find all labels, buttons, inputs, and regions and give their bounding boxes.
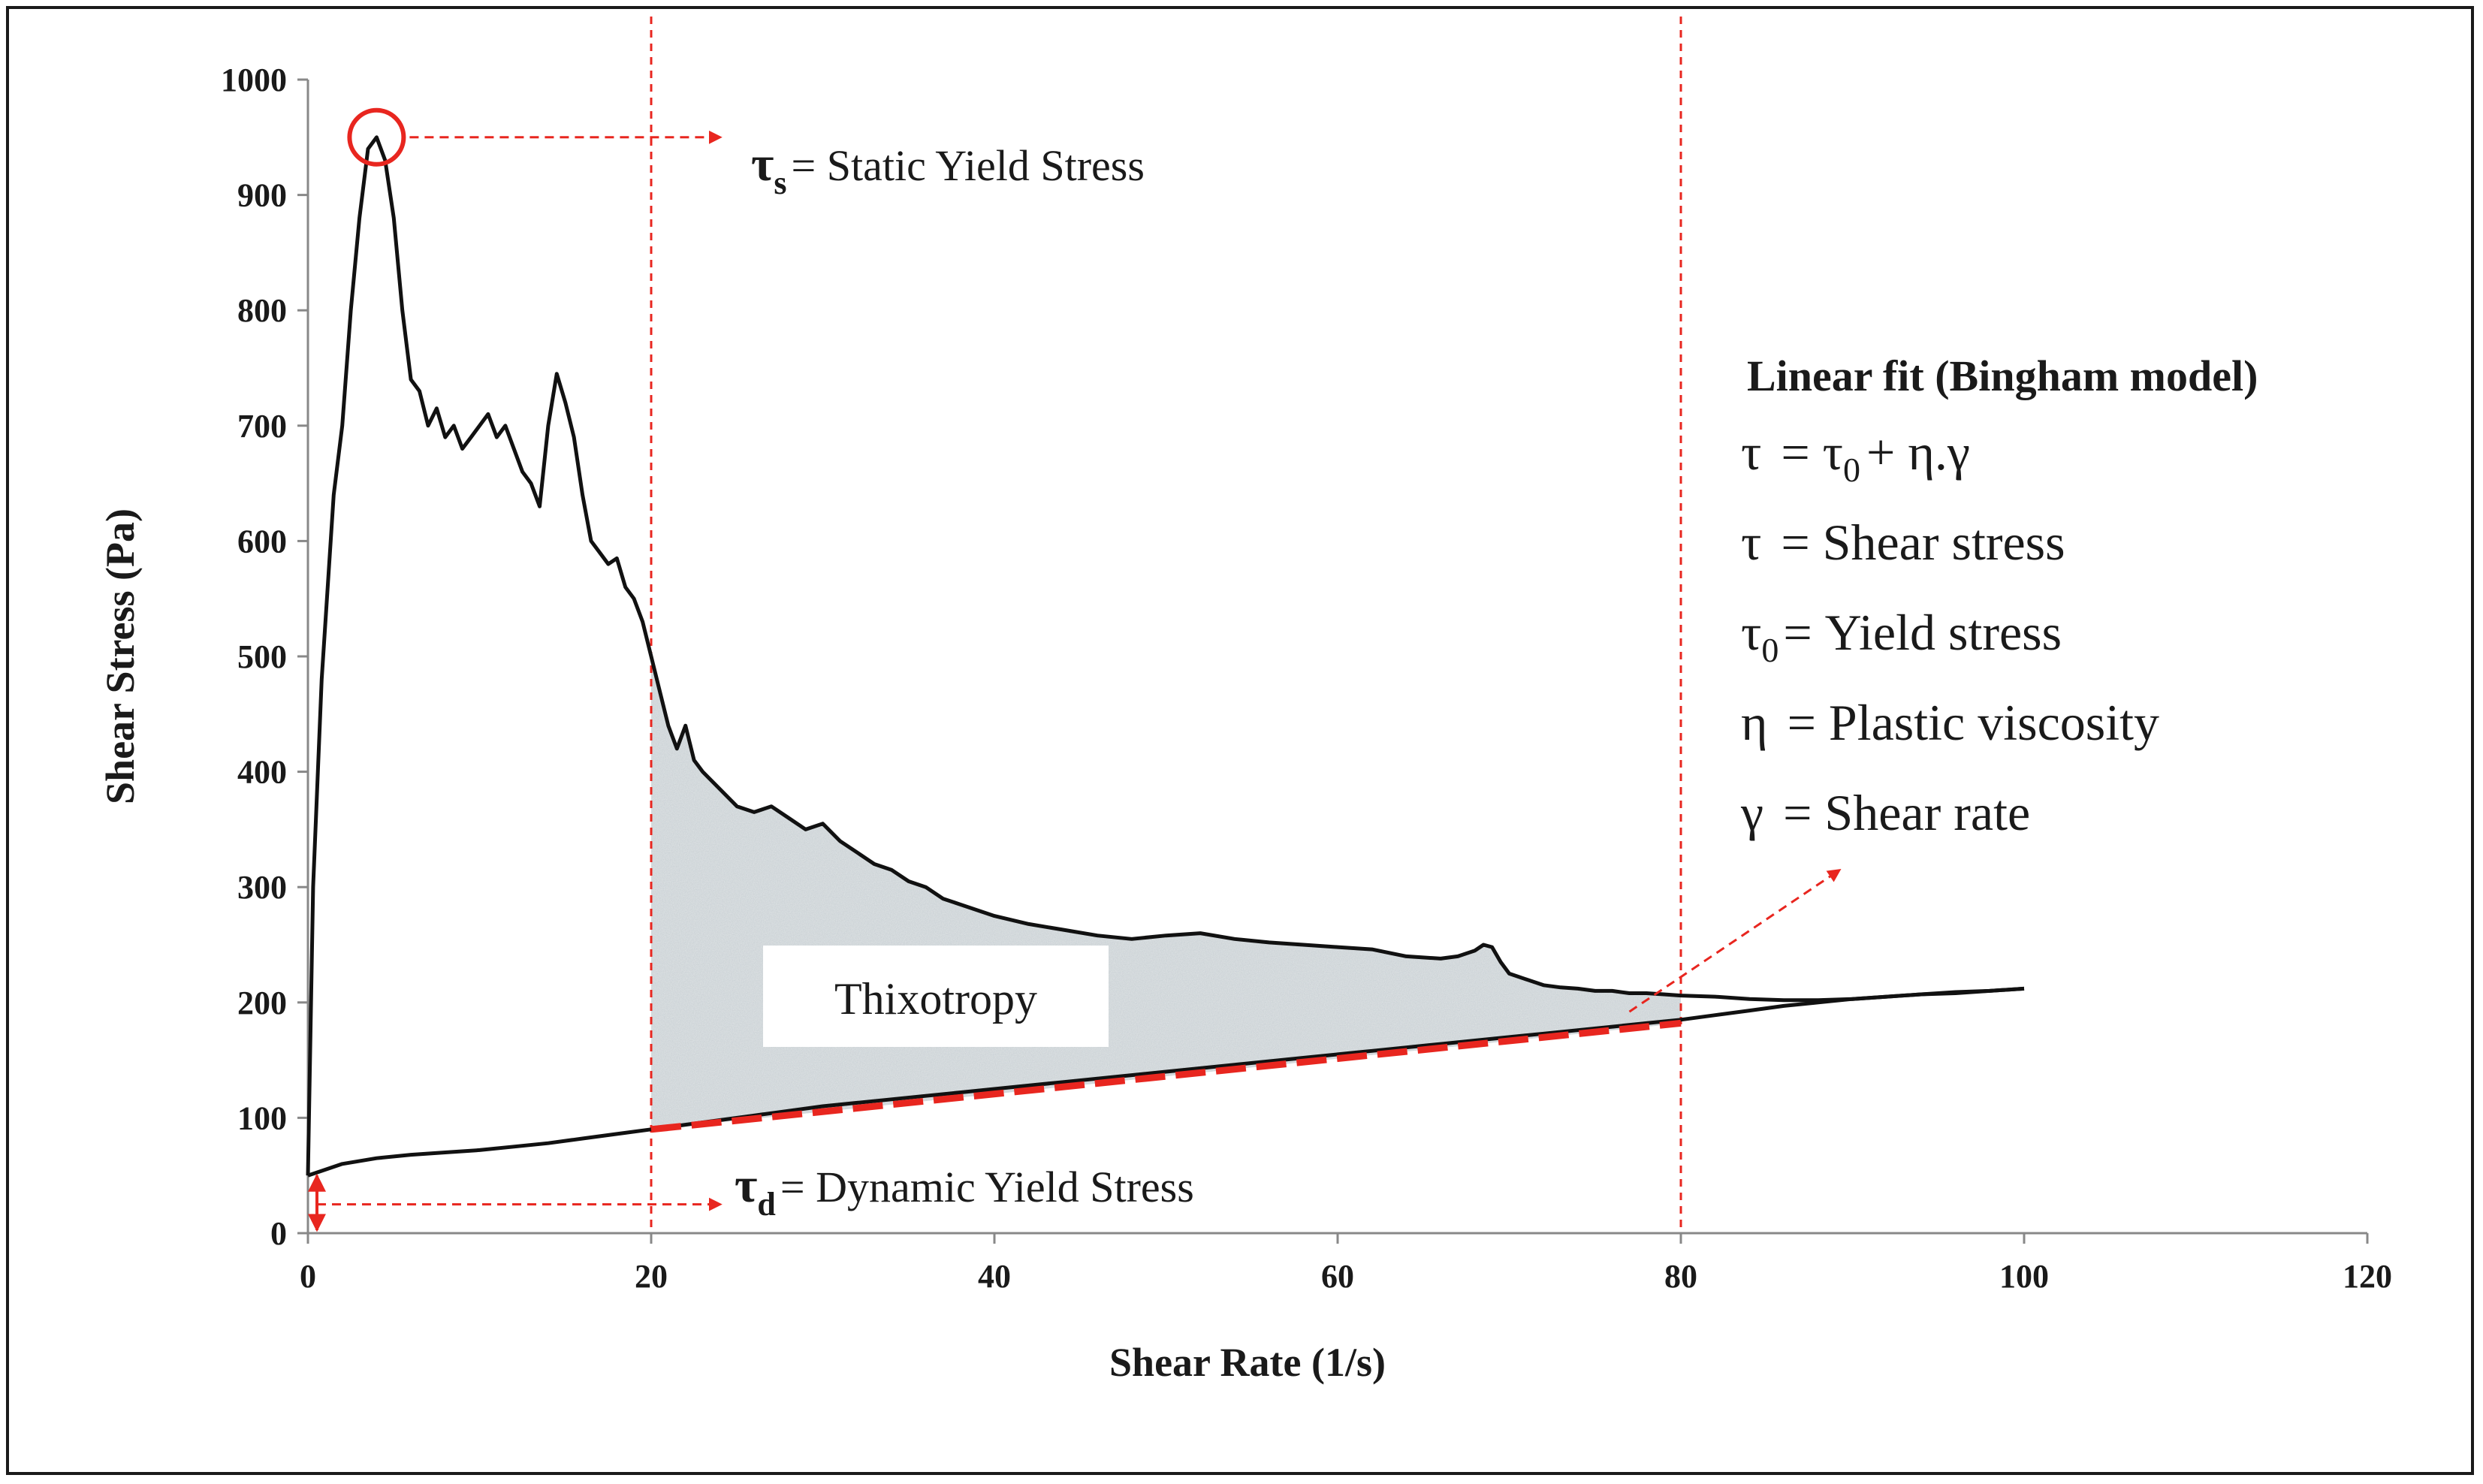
y-tick-label-300: 300 <box>237 869 287 906</box>
y-tick-label-600: 600 <box>237 523 287 560</box>
x-axis-title: Shear Rate (1/s) <box>1109 1340 1386 1385</box>
y-axis-title: Shear Stress (Pa) <box>98 508 143 804</box>
static-yield-highlight-circle <box>347 107 406 167</box>
y-tick-label-800: 800 <box>237 292 287 329</box>
thixotropy-label-box <box>763 946 1109 1047</box>
x-tick-label-120: 120 <box>2343 1258 2392 1295</box>
axes-layer: 0 100 200 300 400 500 600 700 800 900 1000 0 20 40 60 8… <box>98 62 2392 1385</box>
static-yield-stress-label: τs = Static Yield Stress <box>751 137 1145 201</box>
thixotropy-texture <box>651 656 1681 1130</box>
y-tick-label-100: 100 <box>237 1099 287 1136</box>
legend-line-5: γ = Shear rate <box>1740 784 2030 841</box>
y-tick-label-700: 700 <box>237 408 287 445</box>
x-tick-label-20: 20 <box>635 1258 668 1295</box>
legend-line-2: τ = Shear stress <box>1741 514 2065 571</box>
legend-line-4: η = Plastic viscosity <box>1741 694 2159 751</box>
x-tick-label-100: 100 <box>1999 1258 2049 1295</box>
legend-equations: τ = τ0 + η.γ τ = Shear stress τ0= Yield stres… <box>1740 424 2159 841</box>
dynamic-yield-stress-label: τd = Dynamic Yield Stress <box>735 1158 1194 1223</box>
series-up-curve <box>306 135 2025 1176</box>
x-tick-label-60: 60 <box>1321 1258 1354 1295</box>
series-down-curve <box>307 986 2025 1178</box>
y-tick-label-0: 0 <box>270 1215 287 1252</box>
x-tick-label-40: 40 <box>978 1258 1011 1295</box>
series-layer <box>306 135 2025 1178</box>
linear-fit-pointer-arrow <box>1628 868 1842 1013</box>
y-tick-label-1000: 1000 <box>221 62 287 98</box>
thixotropy-label: Thixotropy <box>834 974 1037 1024</box>
y-tick-label-500: 500 <box>237 638 287 675</box>
x-tick-label-0: 0 <box>300 1258 316 1295</box>
series-linear-fit <box>650 1019 1682 1133</box>
x-tick-label-80: 80 <box>1664 1258 1697 1295</box>
legend-title: Linear fit (Bingham model) <box>1747 351 2258 400</box>
y-tick-label-400: 400 <box>237 754 287 791</box>
legend-line-3: τ0= Yield stress <box>1741 604 2062 669</box>
legend-line-1: τ = τ0 + η.γ <box>1741 424 1970 489</box>
reference-lines-layer <box>650 17 1682 1233</box>
figure-frame <box>6 6 2474 1475</box>
annotation-layer: Thixotropy τs = Static Yield Stress τd = D… <box>308 107 2258 1232</box>
thixotropy-region-layer <box>651 656 1681 1130</box>
y-tick-label-900: 900 <box>237 177 287 214</box>
y-tick-label-200: 200 <box>237 985 287 1021</box>
